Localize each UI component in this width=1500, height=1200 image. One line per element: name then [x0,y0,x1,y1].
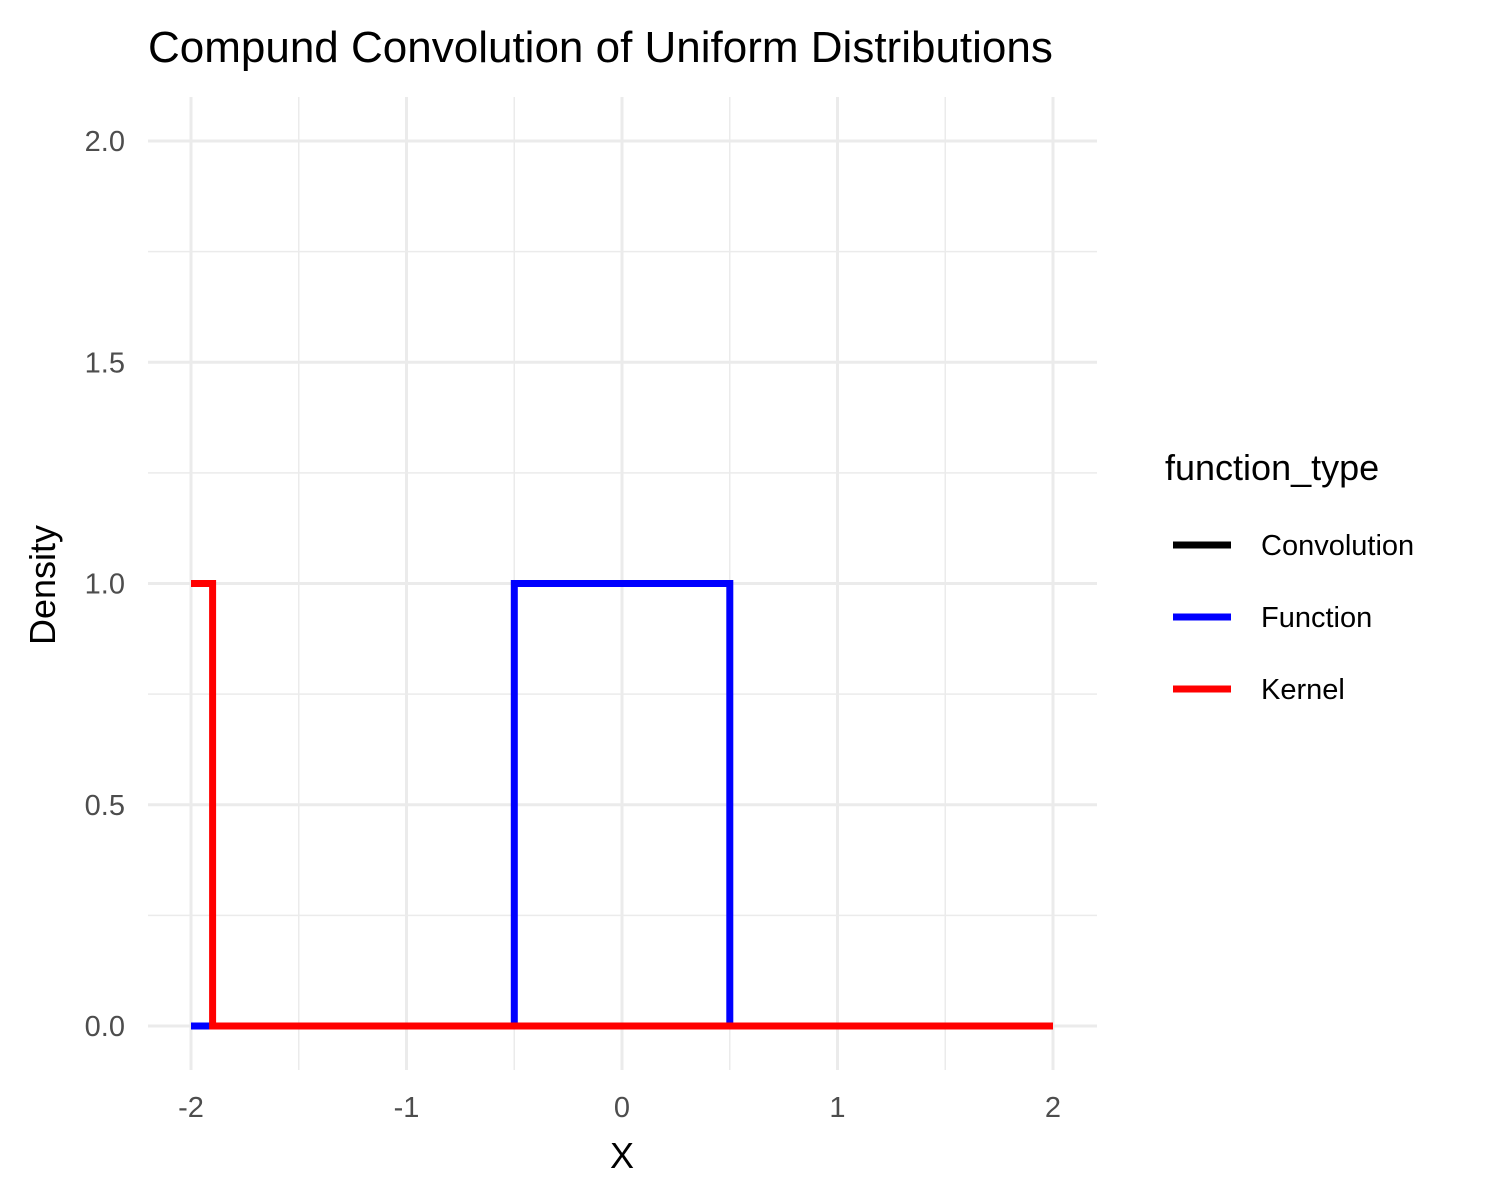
legend-item-convolution[interactable]: Convolution [1173,530,1414,562]
x-tick-label: 1 [829,1092,845,1124]
y-tick-label: 0.0 [85,1011,125,1043]
x-tick-label: 0 [614,1092,630,1124]
x-tick-label: -1 [394,1092,420,1124]
legend-label-convolution: Convolution [1261,530,1414,562]
legend-label-function: Function [1261,602,1372,634]
x-axis-title: X [610,1135,634,1176]
y-tick-labels: 0.0 0.5 1.0 1.5 2.0 [85,126,125,1043]
legend-item-function[interactable]: Function [1173,602,1372,634]
y-tick-label: 2.0 [85,126,125,158]
legend-item-kernel[interactable]: Kernel [1173,674,1345,706]
series-line-kernel [191,580,1053,1030]
legend-title: function_type [1165,447,1379,488]
legend[interactable]: function_type Convolution Function Kernel [1165,447,1414,706]
x-tick-label: 2 [1045,1092,1061,1124]
x-tick-label: -2 [178,1092,204,1124]
series-lines [191,580,1053,1030]
y-axis-title: Density [22,525,63,645]
x-tick-labels: -2 -1 0 1 2 [178,1092,1061,1124]
chart-title: Compund Convolution of Uniform Distribut… [148,23,1053,72]
y-tick-label: 0.5 [85,790,125,822]
legend-items: Convolution Function Kernel [1173,530,1414,706]
y-tick-label: 1.0 [85,569,125,601]
y-tick-label: 1.5 [85,347,125,379]
legend-label-kernel: Kernel [1261,674,1345,706]
